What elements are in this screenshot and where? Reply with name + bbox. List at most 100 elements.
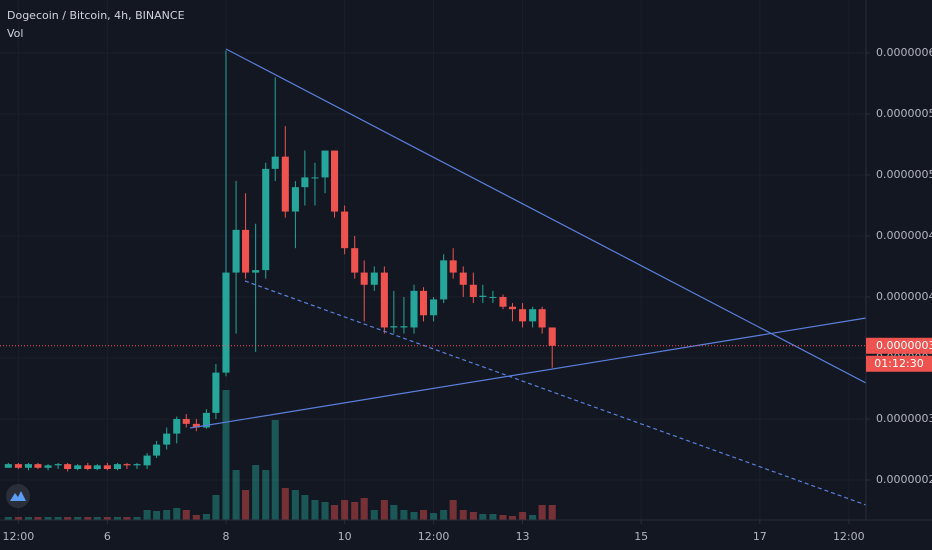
volume-bar [182,510,190,520]
volume-bar [341,500,349,520]
volume-bar [4,517,12,520]
candle-body [232,229,240,273]
candle-body [351,248,359,273]
chart-title: Dogecoin / Bitcoin, 4h, BINANCE [7,9,185,22]
volume-bar [301,495,309,520]
last-price-label: 0.00000036 [876,339,932,352]
candle-body [508,306,517,310]
volume-bar [143,510,151,520]
volume-bar [173,508,181,520]
candle-body [370,272,378,285]
candle-body [440,260,448,300]
volume-bar [281,488,289,520]
countdown-box [866,355,932,372]
candle-body [93,465,101,470]
candle-body [360,272,368,285]
volume-bar [291,490,299,520]
last-price-box [866,337,932,354]
volume-bar [153,511,161,520]
x-tick-label: 8 [222,530,229,543]
volume-bar [440,510,448,520]
y-tick-label: 0.00000045 [876,229,932,242]
volume-bar [34,517,42,520]
volume-bar [410,512,418,520]
y-tick-label: 0.00000055 [876,107,932,120]
volume-bar [232,470,240,520]
logo-icon[interactable] [10,491,26,501]
volume-bar [400,510,408,520]
candle-body [400,326,408,328]
axes: 0.000000250.000000300.000000350.00000040… [0,46,932,543]
candle-body [133,464,141,466]
y-tick-label: 0.00000060 [876,46,932,59]
logo-circle[interactable] [6,484,30,508]
volume-bar [529,515,537,520]
candle-body [281,156,289,212]
x-tick-label: 10 [338,530,352,543]
candle-body [410,290,418,328]
candle-body [123,464,131,466]
volume-bar [430,513,438,520]
candle-body [182,418,190,424]
x-tick-label: 6 [104,530,111,543]
trend-line [225,48,867,384]
x-tick-label: 15 [634,530,648,543]
candle-body [64,464,72,470]
trend-line [244,280,867,506]
y-tick-label: 0.00000025 [876,473,932,486]
volume-bar [321,502,329,520]
candle-body [469,284,477,297]
candle-body [252,270,260,273]
candle-body [173,418,181,434]
candle-body [192,423,200,428]
candle-body [301,177,309,188]
candle-body [44,465,52,468]
candle-body [14,464,22,468]
volume-bar [459,510,467,520]
logo[interactable] [6,484,30,508]
volume-bar [192,515,200,520]
volume-bar [64,517,72,520]
candle-body [103,465,111,470]
candle-body [390,326,398,328]
volume-bar [44,517,52,520]
candle-body [143,455,151,466]
volume-label: Vol [7,27,23,40]
x-tick-label: 12:00 [833,530,865,543]
trend-line [189,317,867,429]
candles [4,50,556,472]
volume-bar [202,514,210,520]
candle-body [419,290,428,316]
candle-body [291,187,299,212]
volume-bar [499,515,507,520]
candle-body [113,464,121,470]
candle-body [74,465,82,470]
y-tick-label: 0.00000040 [876,290,932,303]
volume-bar [380,500,388,520]
candle-body [380,272,388,328]
candle-body [529,309,537,322]
candle-body [449,260,457,273]
candle-body [24,464,33,468]
candle-body [311,177,319,179]
volume-bar [103,517,111,520]
volume-bar [74,517,82,520]
candle-body [163,433,171,445]
volume-bar [252,465,260,520]
candle-body [331,150,339,212]
candle-body [271,156,279,169]
volume-bar [24,517,33,520]
x-tick-label: 12:00 [3,530,35,543]
candle-body [479,295,487,297]
candle-body [519,309,527,322]
y-tick-label: 0.00000030 [876,412,932,425]
candle-body [321,150,329,178]
volume-bar [84,517,92,520]
volume-bar [93,517,101,520]
y-tick-label: 0.00000050 [876,168,932,181]
volume-bar [222,390,230,520]
volume-bar [212,495,220,520]
volume-bar [54,517,62,520]
volume-bar [360,498,368,520]
